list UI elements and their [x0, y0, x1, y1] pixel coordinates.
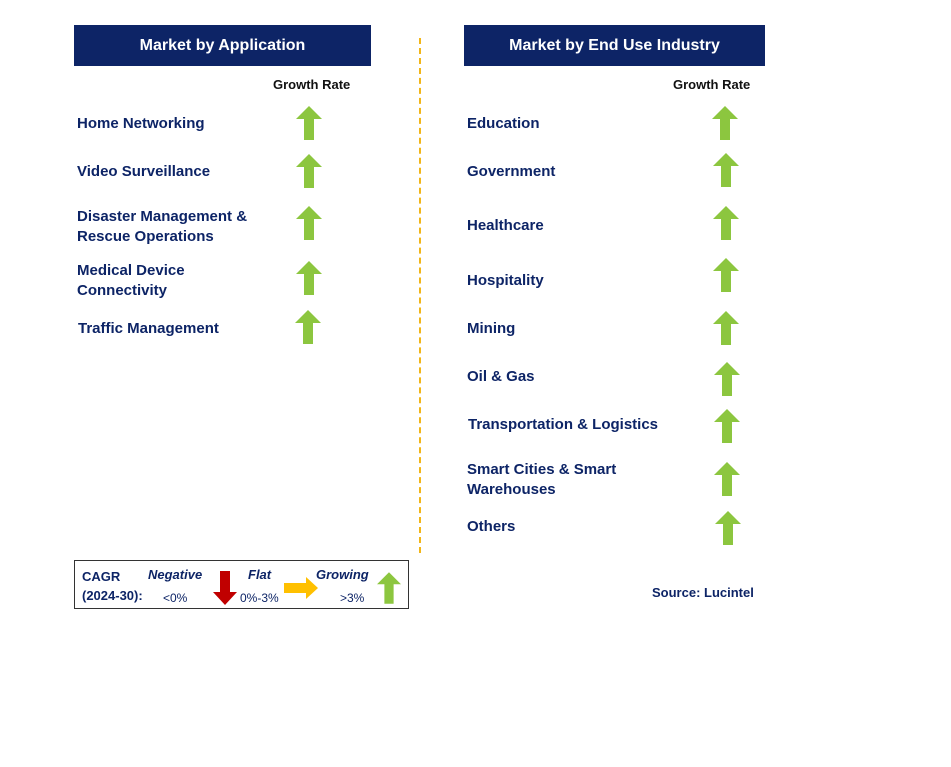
- growing-arrow-icon: [715, 511, 741, 545]
- growing-arrow-icon: [713, 153, 739, 187]
- application-item-label: Disaster Management & Rescue Operations: [77, 208, 248, 245]
- legend-growing-range: >3%: [340, 591, 365, 605]
- legend-cagr-period: (2024-30):: [82, 588, 143, 603]
- legend-negative-label: Negative: [148, 567, 203, 582]
- end-use-item-label: Hospitality: [467, 272, 544, 289]
- end-use-item-label: Others: [467, 518, 516, 535]
- application-growth-rate-header: Growth Rate: [273, 77, 351, 92]
- growing-arrow-icon: [295, 310, 321, 344]
- legend-flat-range: 0%-3%: [240, 591, 279, 605]
- end-use-item-label: Oil & Gas: [467, 368, 535, 385]
- application-item-label: Video Surveillance: [77, 163, 211, 180]
- application-panel-header: Market by Application: [74, 25, 371, 66]
- end-use-item-label: Smart Cities & Smart Warehouses: [467, 461, 617, 498]
- growing-arrow-icon: [714, 462, 740, 496]
- end-use-item-label: Transportation & Logistics: [468, 416, 659, 433]
- growing-arrow-icon: [296, 106, 322, 140]
- panel-divider: [419, 38, 421, 553]
- end-use-growth-rate-header: Growth Rate: [673, 77, 751, 92]
- source-note: Source: Lucintel: [652, 585, 754, 600]
- flat-arrow-icon: [284, 577, 318, 599]
- application-item-label: Traffic Management: [78, 320, 219, 337]
- growing-arrow-icon: [296, 206, 322, 240]
- growing-arrow-icon: [296, 154, 322, 188]
- growing-arrow-icon: [377, 572, 401, 604]
- negative-arrow-icon: [213, 571, 237, 605]
- legend-negative-range: <0%: [163, 591, 188, 605]
- end-use-item-label: Mining: [467, 320, 516, 337]
- legend-cagr-label: CAGR: [82, 569, 121, 584]
- end-use-panel-header: Market by End Use Industry: [464, 25, 765, 66]
- end-use-item-label: Government: [467, 163, 556, 180]
- end-use-item-label: Education: [467, 115, 540, 132]
- growing-arrow-icon: [712, 106, 738, 140]
- application-item-label: Home Networking: [77, 115, 205, 132]
- growing-arrow-icon: [713, 258, 739, 292]
- growing-arrow-icon: [714, 409, 740, 443]
- legend-growing-label: Growing: [316, 567, 369, 582]
- application-item-label: Medical Device Connectivity: [77, 262, 185, 299]
- growing-arrow-icon: [713, 311, 739, 345]
- cagr-legend: CAGR (2024-30): Negative <0% Flat 0%-3% …: [74, 560, 409, 609]
- legend-flat-label: Flat: [248, 567, 272, 582]
- growing-arrow-icon: [714, 362, 740, 396]
- end-use-item-label: Healthcare: [467, 217, 544, 234]
- growing-arrow-icon: [296, 261, 322, 295]
- growing-arrow-icon: [713, 206, 739, 240]
